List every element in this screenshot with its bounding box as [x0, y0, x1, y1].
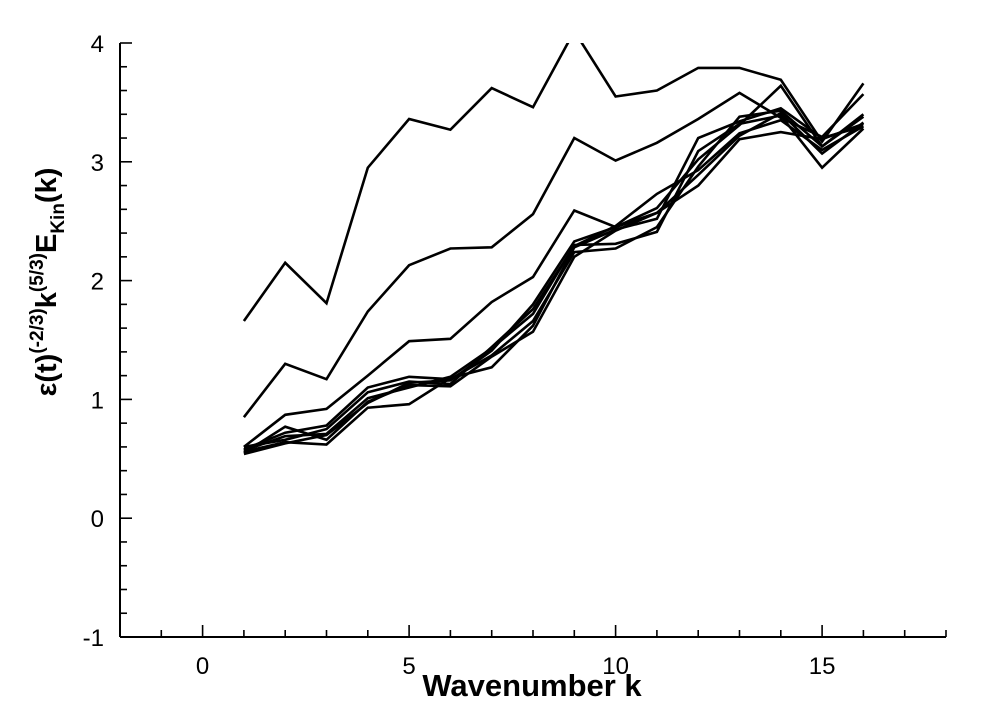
- series-layer: [242, 43, 865, 456]
- y-title-sub: Kin: [48, 203, 69, 234]
- x-tick-label: 15: [809, 653, 836, 680]
- series-line-5: [243, 106, 864, 453]
- y-tick-label: 1: [91, 387, 104, 414]
- series-line-9: [243, 111, 865, 456]
- series-line-8: [243, 114, 865, 452]
- series-line-2: [242, 91, 865, 418]
- y-tick-label: 0: [91, 506, 104, 533]
- y-tick-label: 4: [91, 31, 104, 58]
- series-line-1: [242, 43, 865, 322]
- y-tick-label: 3: [91, 150, 104, 177]
- tick-labels: 0 5 10 15 -1 0 1 2 3 4: [83, 31, 836, 680]
- x-tick-label: 0: [196, 653, 209, 680]
- y-title-arg: (k): [31, 168, 63, 203]
- y-title-k: k: [31, 291, 63, 308]
- y-title-sup1: (-2/3): [27, 308, 48, 353]
- x-axis-title: Wavenumber k: [422, 668, 642, 703]
- y-title-sup2: (5/3): [27, 253, 48, 292]
- series-line-6: [243, 122, 864, 454]
- x-tick-label: 5: [402, 653, 415, 680]
- series-line-7: [243, 118, 865, 449]
- y-title-e: E: [31, 234, 63, 253]
- y-title-epsilon: ε(t): [31, 354, 63, 397]
- series-line-3: [243, 83, 865, 448]
- axes-layer: [119, 42, 947, 638]
- plot-clip-area: [242, 43, 865, 456]
- x-tick-label: 10: [602, 653, 629, 680]
- y-tick-label: 2: [91, 269, 104, 296]
- y-tick-label: -1: [83, 625, 104, 652]
- y-axis-title: ε(t)(-2/3)k(5/3)EKin(k): [27, 168, 69, 397]
